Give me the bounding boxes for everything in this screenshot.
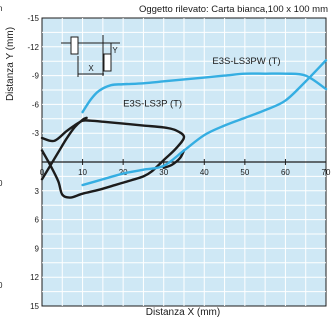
diagram-x-label: X bbox=[88, 64, 94, 73]
x-tick-label: 10 bbox=[78, 168, 87, 177]
y-tick-label-upper: -3 bbox=[32, 129, 40, 138]
y-tick-label-upper: -9 bbox=[32, 72, 40, 81]
y-tick-label-lower: 15 bbox=[30, 302, 39, 311]
y-tick-label-upper: -6 bbox=[32, 100, 40, 109]
x-tick-label: 40 bbox=[200, 168, 209, 177]
x-tick-label: 60 bbox=[281, 168, 290, 177]
series-line-4 bbox=[81, 59, 328, 187]
series-labels: E3S-LS3PW (T) E3S-LS3P (T) bbox=[123, 56, 280, 109]
series-line-3 bbox=[162, 149, 186, 169]
y-tick-label-upper: -15 bbox=[27, 14, 39, 23]
y-tick-label-lower: 6 bbox=[35, 216, 40, 225]
y-tick-label-lower: 3 bbox=[35, 187, 40, 196]
left-edge-fragment-top: n bbox=[0, 4, 2, 13]
x-tick-label: 70 bbox=[322, 168, 331, 177]
y-tick-label-lower: 9 bbox=[35, 244, 40, 253]
left-edge-fragment-mid: 0 bbox=[0, 179, 3, 188]
diagram-y-label: Y bbox=[112, 46, 118, 55]
y-tick-label-upper: -12 bbox=[27, 43, 39, 52]
left-edge-fragment-bottom: 0 bbox=[0, 281, 3, 290]
series-line-0 bbox=[81, 72, 328, 114]
x-tick-label: 50 bbox=[240, 168, 249, 177]
x-axis-label: Distanza X (mm) bbox=[146, 307, 220, 318]
y-tick-label-lower: 12 bbox=[30, 273, 39, 282]
chart-title: Oggetto rilevato: Carta bianca,100 x 100… bbox=[139, 4, 328, 15]
detection-diagram-icon: X Y bbox=[61, 35, 120, 77]
x-tick-label: 30 bbox=[159, 168, 168, 177]
x-tick-label: 0 bbox=[40, 168, 45, 177]
series-label-0: E3S-LS3PW (T) bbox=[212, 56, 280, 67]
grid bbox=[42, 18, 326, 306]
series-line-2 bbox=[40, 116, 88, 181]
curves bbox=[40, 59, 328, 199]
y-axis-label: Distanza Y (mm) bbox=[5, 27, 16, 101]
series-label-1: E3S-LS3P (T) bbox=[123, 98, 182, 109]
